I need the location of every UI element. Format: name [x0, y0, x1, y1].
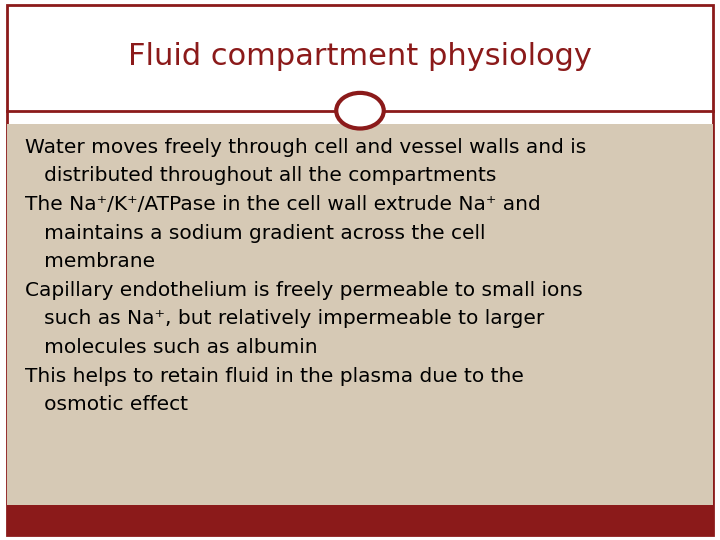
- Text: distributed throughout all the compartments: distributed throughout all the compartme…: [25, 166, 497, 185]
- Text: osmotic effect: osmotic effect: [25, 395, 188, 414]
- FancyBboxPatch shape: [7, 124, 713, 505]
- FancyBboxPatch shape: [7, 5, 713, 535]
- Text: The Na⁺/K⁺/ATPase in the cell wall extrude Na⁺ and: The Na⁺/K⁺/ATPase in the cell wall extru…: [25, 195, 541, 214]
- Text: This helps to retain fluid in the plasma due to the: This helps to retain fluid in the plasma…: [25, 367, 524, 386]
- Text: molecules such as albumin: molecules such as albumin: [25, 338, 318, 357]
- Text: maintains a sodium gradient across the cell: maintains a sodium gradient across the c…: [25, 224, 486, 242]
- Circle shape: [336, 93, 384, 129]
- FancyBboxPatch shape: [7, 505, 713, 535]
- Text: such as Na⁺, but relatively impermeable to larger: such as Na⁺, but relatively impermeable …: [25, 309, 544, 328]
- Text: membrane: membrane: [25, 252, 156, 271]
- Text: Capillary endothelium is freely permeable to small ions: Capillary endothelium is freely permeabl…: [25, 281, 583, 300]
- Text: Fluid compartment physiology: Fluid compartment physiology: [128, 42, 592, 71]
- Text: Water moves freely through cell and vessel walls and is: Water moves freely through cell and vess…: [25, 138, 587, 157]
